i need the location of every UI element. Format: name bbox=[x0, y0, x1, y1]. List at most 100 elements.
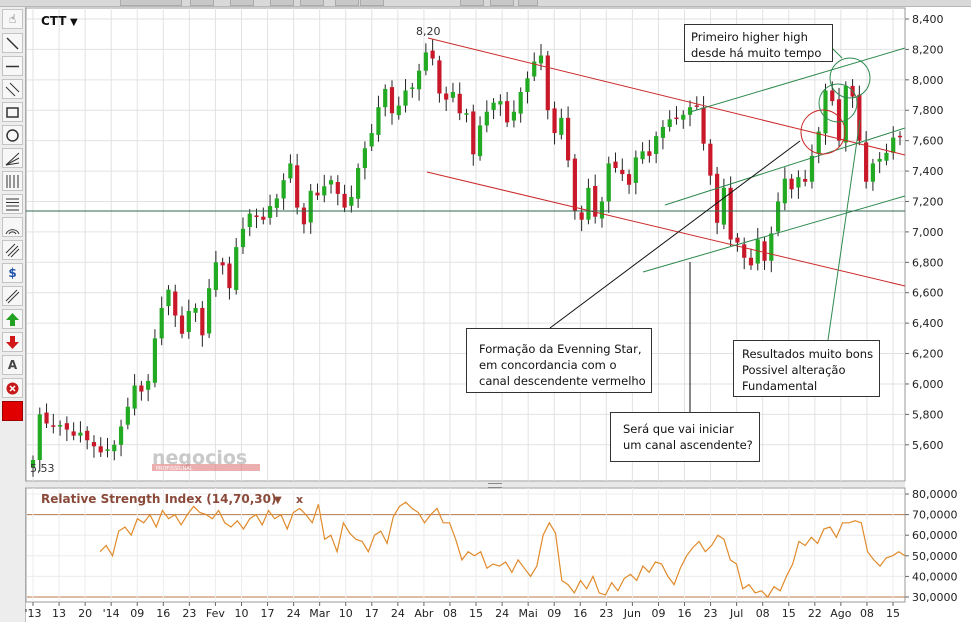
panel-divider[interactable] bbox=[25, 481, 905, 488]
candle-body bbox=[552, 108, 557, 134]
arrow-up-icon[interactable] bbox=[2, 309, 23, 329]
annotation-line: Fundamental bbox=[742, 379, 818, 393]
candle-body bbox=[864, 142, 869, 182]
x-tick-label: Jun bbox=[623, 607, 641, 620]
candle-body bbox=[796, 177, 801, 188]
candle-body bbox=[701, 107, 706, 144]
candle-body bbox=[857, 94, 862, 141]
rectangle-icon[interactable] bbox=[2, 102, 23, 122]
candle-body bbox=[687, 107, 693, 115]
candle-body bbox=[681, 114, 686, 120]
x-tick-label: 17 bbox=[261, 607, 275, 620]
candle-body bbox=[477, 125, 483, 157]
candle-body bbox=[599, 201, 605, 219]
fibonacci-time-icon[interactable] bbox=[2, 171, 23, 191]
dollar-lines-icon[interactable]: $ bbox=[2, 263, 23, 283]
candle-body bbox=[369, 133, 374, 147]
top-toolbar-button[interactable] bbox=[335, 0, 359, 6]
candle-body bbox=[71, 431, 76, 436]
x-tick-label: 17 bbox=[365, 607, 379, 620]
top-toolbar-button[interactable] bbox=[518, 0, 538, 6]
rsi-tick-label: 30,0000 bbox=[912, 591, 958, 604]
candle-body bbox=[525, 78, 530, 92]
candle-body bbox=[586, 187, 591, 220]
x-tick-label: 16 bbox=[678, 607, 692, 620]
candle-body bbox=[593, 185, 598, 217]
channel-icon[interactable] bbox=[2, 240, 23, 260]
candle-body bbox=[240, 228, 246, 248]
candle-body bbox=[173, 291, 178, 316]
candle-body bbox=[112, 444, 117, 452]
arrow-down-icon[interactable] bbox=[2, 332, 23, 352]
x-tick-label: 23 bbox=[704, 607, 718, 620]
horizontal-line-icon[interactable] bbox=[2, 56, 23, 76]
candle-body bbox=[274, 198, 279, 208]
candle-body bbox=[118, 426, 124, 445]
candle-body bbox=[498, 101, 503, 105]
candle-body bbox=[762, 241, 767, 261]
candle-body bbox=[647, 151, 652, 156]
price-tick-label: 7,800 bbox=[912, 104, 944, 117]
top-toolbar-button[interactable] bbox=[460, 0, 484, 6]
candle-body bbox=[213, 262, 218, 290]
top-toolbar-button[interactable] bbox=[300, 0, 324, 6]
arc-icon[interactable] bbox=[2, 217, 23, 237]
candle-body bbox=[396, 105, 401, 116]
delete-icon[interactable] bbox=[2, 378, 23, 398]
x-tick-label: 09 bbox=[130, 607, 144, 620]
top-toolbar-button[interactable] bbox=[490, 0, 514, 6]
rsi-line bbox=[99, 501, 906, 598]
top-toolbar-button[interactable] bbox=[360, 0, 384, 6]
candle-body bbox=[579, 212, 584, 220]
candle-body bbox=[748, 257, 754, 266]
top-toolbar-button[interactable] bbox=[230, 0, 254, 6]
candle-body bbox=[566, 117, 571, 161]
trend-channel-icon[interactable] bbox=[2, 286, 23, 306]
x-tick-label: '13 bbox=[24, 607, 41, 620]
results-pointer bbox=[827, 119, 861, 341]
candle-body bbox=[654, 136, 659, 155]
red-channel-upper bbox=[427, 37, 906, 156]
text-tool-icon[interactable]: A bbox=[2, 355, 23, 375]
x-tick-label: Abr bbox=[414, 607, 434, 620]
rsi-close-icon: x bbox=[296, 493, 303, 506]
rsi-tick-label: 50,0000 bbox=[912, 550, 958, 563]
candle-body bbox=[186, 310, 191, 332]
rsi-menu-icon: ▼ bbox=[274, 495, 282, 506]
rsi-title: Relative Strength Index (14,70,30) bbox=[41, 492, 276, 506]
annotation-line: em concordancia com o bbox=[479, 358, 617, 372]
line-tool-icon[interactable] bbox=[2, 33, 23, 53]
candle-body bbox=[620, 169, 625, 175]
x-tick-label: 15 bbox=[469, 607, 483, 620]
candle-body bbox=[742, 244, 747, 258]
fibonacci-retracement-icon[interactable] bbox=[2, 194, 23, 214]
candle-body bbox=[491, 102, 496, 110]
candle-body bbox=[715, 173, 720, 223]
x-tick-label: 23 bbox=[599, 607, 613, 620]
color-picker-icon[interactable] bbox=[2, 401, 23, 421]
annotation-line: Será que vai iniciar bbox=[623, 422, 734, 436]
rsi-grid bbox=[25, 487, 906, 603]
x-tick-label: 10 bbox=[234, 607, 248, 620]
top-toolbar-button[interactable] bbox=[270, 0, 294, 6]
candle-body bbox=[207, 288, 212, 334]
cursor-hand-icon[interactable]: ☝ bbox=[2, 9, 23, 29]
candle-body bbox=[836, 99, 842, 141]
divider-grip-icon[interactable] bbox=[488, 483, 502, 488]
ellipse-icon[interactable] bbox=[2, 125, 23, 145]
top-toolbar-button[interactable] bbox=[190, 0, 214, 6]
top-toolbar-button[interactable] bbox=[120, 0, 182, 6]
x-tick-label: 15 bbox=[886, 607, 900, 620]
candle-body bbox=[281, 180, 286, 199]
fan-icon[interactable] bbox=[2, 148, 23, 168]
candle-body bbox=[254, 215, 259, 217]
top-toolbar-strip bbox=[0, 0, 971, 7]
candle-body bbox=[301, 207, 307, 225]
candle-body bbox=[728, 187, 733, 240]
x-tick-label: Jul bbox=[729, 607, 743, 620]
x-tick-label: 20 bbox=[78, 607, 92, 620]
x-tick-label: 22 bbox=[808, 607, 822, 620]
parallel-lines-icon[interactable] bbox=[2, 79, 23, 99]
evening-star-pointer bbox=[549, 140, 801, 329]
